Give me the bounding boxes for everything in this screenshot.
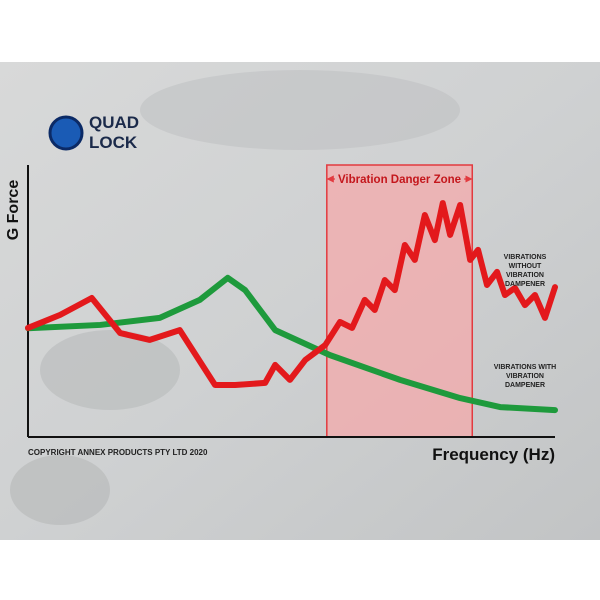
y-axis-label: G Force [5, 180, 22, 241]
logo-text: LOCK [89, 133, 138, 152]
x-axis-label: Frequency (Hz) [432, 445, 555, 464]
photo-shape [40, 330, 180, 410]
logo-icon [48, 115, 84, 151]
logo-text: QUAD [89, 113, 139, 132]
danger-zone-label: Vibration Danger Zone [338, 174, 461, 186]
copyright: COPYRIGHT ANNEX PRODUCTS PTY LTD 2020 [28, 448, 208, 457]
legend-label: VIBRATIONS WITHOUT VIBRATION DAMPENER [503, 254, 547, 288]
photo-shape [10, 455, 110, 525]
legend-label: VIBRATIONS WITH VIBRATION DAMPENER [493, 364, 557, 389]
series-line [25, 274, 558, 414]
series-line [25, 200, 558, 389]
photo-shape [140, 70, 460, 150]
